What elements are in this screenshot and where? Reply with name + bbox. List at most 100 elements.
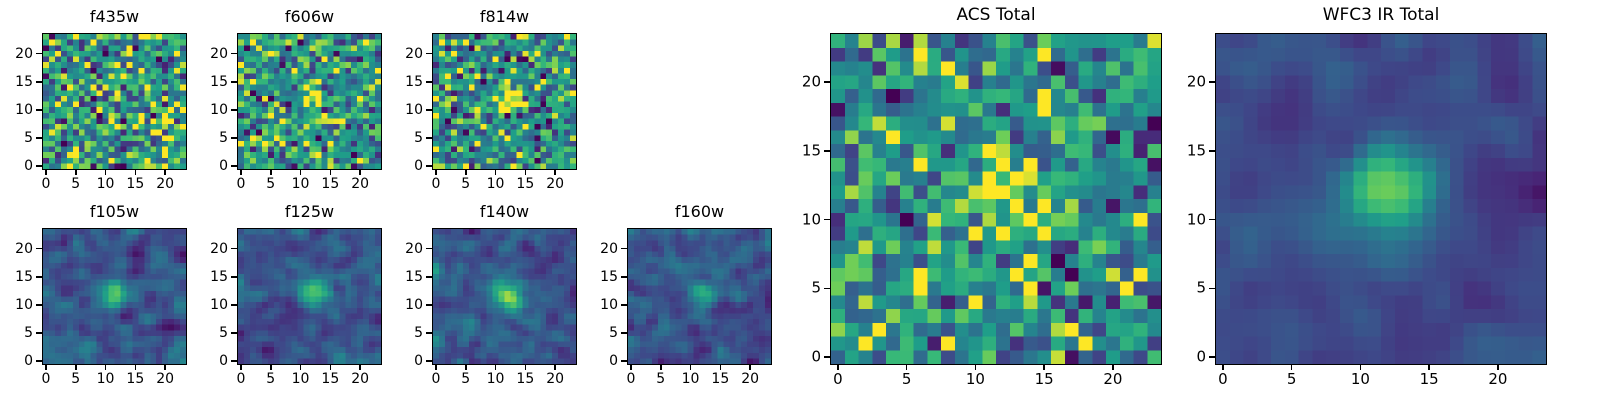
- x-tick-mark: [359, 169, 361, 175]
- x-tick-label: 10: [96, 176, 115, 192]
- y-tick-mark: [36, 332, 43, 334]
- y-tick-label: 10: [15, 101, 33, 118]
- y-tick-label: 0: [219, 353, 228, 370]
- x-tick-label: 0: [41, 371, 51, 387]
- y-tick-mark: [36, 137, 43, 139]
- y-tick-label: 0: [219, 158, 228, 175]
- y-tick-label: 0: [609, 353, 618, 370]
- y-tick-label: 20: [801, 72, 821, 91]
- x-tick-label: 10: [486, 176, 505, 192]
- y-tick-mark: [231, 276, 238, 278]
- y-tick-mark: [36, 52, 43, 55]
- heatmap-canvas-f160w: [628, 229, 771, 364]
- y-tick-label: 20: [210, 45, 228, 62]
- y-tick-mark: [426, 276, 433, 278]
- x-tick-mark: [524, 169, 527, 175]
- heatmap-canvas-f125w: [238, 229, 381, 364]
- y-tick-label: 10: [210, 101, 228, 118]
- heatmap-plot-f105w: 0 5 10 15 20 0 5 10 15 20: [15, 228, 187, 386]
- x-tick-label: 5: [461, 176, 471, 192]
- x-tick-mark: [45, 364, 47, 370]
- x-tick-mark: [494, 364, 497, 370]
- x-tick-label: 15: [516, 371, 535, 387]
- y-tick-mark: [231, 332, 238, 334]
- y-tick-label: 0: [24, 158, 33, 175]
- x-tick-mark: [240, 169, 242, 175]
- heatmap-plot-acs-total: 0 5 10 15 20 0 5 10 15 20: [802, 33, 1162, 387]
- y-tick-mark: [231, 304, 238, 306]
- y-tick-mark: [36, 165, 43, 167]
- panel-title-acs-total: ACS Total: [956, 5, 1036, 25]
- x-tick-mark: [359, 364, 361, 370]
- x-tick-label: 0: [236, 176, 246, 192]
- y-tick-label: 15: [210, 268, 228, 285]
- x-tick-label: 5: [266, 371, 276, 387]
- x-tick-label: 5: [266, 176, 276, 192]
- x-tick-label: 10: [96, 371, 115, 387]
- y-tick-mark: [1209, 150, 1216, 152]
- y-tick-label: 10: [1186, 210, 1206, 229]
- panel-acs-total: ACS Total 0 5 10 15 20 0 5 10 15 20: [802, 5, 1162, 387]
- y-tick-label: 15: [600, 268, 618, 285]
- y-tick-label: 20: [15, 45, 33, 62]
- y-tick-label: 15: [210, 73, 228, 90]
- y-tick-mark: [36, 276, 43, 278]
- x-tick-mark: [630, 364, 632, 370]
- panel-title-f125w: f125w: [284, 202, 335, 221]
- x-tick-label: 15: [1419, 370, 1439, 388]
- y-tick-mark: [426, 81, 433, 83]
- x-tick-mark: [1043, 364, 1045, 370]
- x-tick-mark: [465, 364, 467, 370]
- panel-title-wfc3-ir-total: WFC3 IR Total: [1322, 5, 1440, 25]
- y-tick-mark: [231, 81, 238, 83]
- y-tick-label: 10: [405, 101, 423, 118]
- panel-title-f160w: f160w: [674, 202, 725, 221]
- x-tick-mark: [719, 364, 722, 370]
- heatmap-canvas-f606w: [238, 34, 381, 169]
- y-tick-label: 5: [414, 325, 423, 342]
- heatmap-canvas-acs-total: [831, 34, 1161, 364]
- x-tick-mark: [329, 169, 332, 175]
- x-tick-label: 10: [1350, 370, 1370, 388]
- x-tick-label: 15: [321, 176, 340, 192]
- y-tick-label: 10: [600, 296, 618, 313]
- x-tick-label: 0: [1218, 370, 1228, 388]
- y-tick-label: 15: [405, 268, 423, 285]
- x-tick-label: 5: [1286, 370, 1297, 388]
- x-tick-mark: [134, 364, 137, 370]
- x-tick-label: 5: [71, 371, 81, 387]
- panel-f125w: f125w 0 5 10 15 20 0 5 10 15 20: [210, 202, 382, 386]
- y-tick-mark: [426, 52, 433, 55]
- x-tick-label: 20: [1103, 370, 1123, 388]
- x-tick-mark: [164, 364, 166, 370]
- y-tick-label: 0: [414, 158, 423, 175]
- y-tick-label: 5: [609, 325, 618, 342]
- y-tick-mark: [824, 218, 831, 221]
- x-tick-mark: [329, 364, 332, 370]
- y-tick-mark: [824, 81, 831, 83]
- x-tick-mark: [134, 169, 137, 175]
- heatmap-plot-f160w: 0 5 10 15 20 0 5 10 15 20: [600, 228, 772, 386]
- x-tick-mark: [104, 169, 107, 175]
- y-tick-label: 5: [219, 130, 228, 147]
- x-tick-mark: [1222, 364, 1224, 370]
- heatmap-plot-f140w: 0 5 10 15 20 0 5 10 15 20: [405, 228, 577, 386]
- x-tick-label: 5: [461, 371, 471, 387]
- x-tick-mark: [1497, 364, 1499, 370]
- y-tick-mark: [426, 360, 433, 362]
- x-tick-mark: [494, 169, 497, 175]
- x-tick-label: 20: [1488, 370, 1508, 388]
- x-tick-mark: [75, 364, 77, 370]
- y-tick-label: 20: [210, 240, 228, 257]
- x-tick-mark: [240, 364, 242, 370]
- panel-f606w: f606w 0 5 10 15 20 0 5 10 15 20: [210, 7, 382, 191]
- x-tick-label: 20: [546, 176, 565, 192]
- x-tick-mark: [45, 169, 47, 175]
- y-tick-label: 15: [15, 73, 33, 90]
- y-tick-mark: [231, 165, 238, 167]
- x-tick-mark: [270, 169, 272, 175]
- y-tick-label: 20: [15, 240, 33, 257]
- y-tick-label: 0: [1196, 347, 1206, 366]
- y-tick-label: 5: [219, 325, 228, 342]
- panel-f814w: f814w 0 5 10 15 20 0 5 10 15 20: [405, 7, 577, 191]
